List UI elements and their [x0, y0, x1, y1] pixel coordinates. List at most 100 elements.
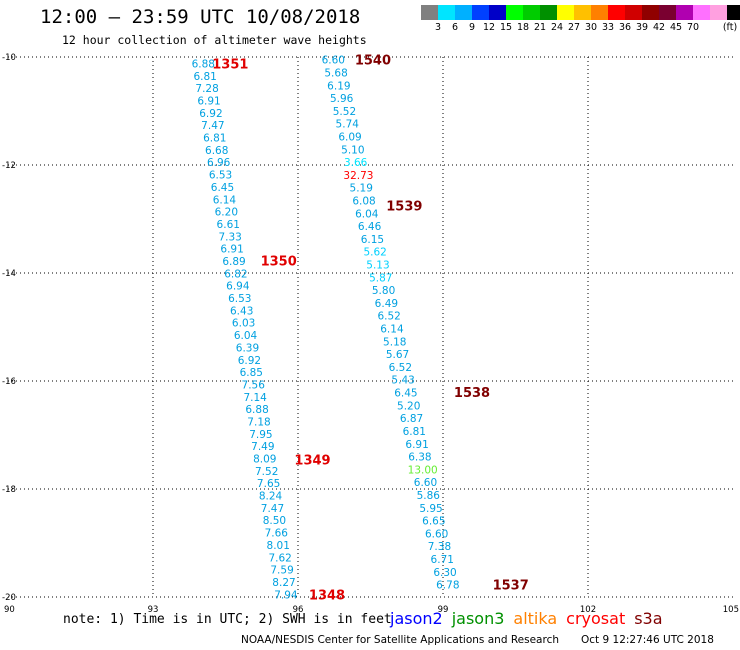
credit-line: NOAA/NESDIS Center for Satellite Applica…: [241, 634, 714, 646]
credit-agency: NOAA/NESDIS Center for Satellite Applica…: [241, 634, 559, 646]
color-swatch: [710, 5, 727, 20]
wave-height-value: 6.03: [232, 318, 255, 330]
wave-height-value: 7.14: [243, 392, 267, 404]
wave-height-value: 6.09: [338, 132, 361, 144]
wave-height-value: 7.18: [247, 416, 270, 428]
wave-height-value: 5.87: [369, 272, 392, 284]
color-scale-label: 27: [567, 22, 581, 33]
color-scale-labels: 3 6 9 12 15 18 21 24 27 30 33 36 39 42 45 70 (ft): [421, 20, 740, 34]
wave-height-value: 6.04: [355, 208, 379, 220]
color-swatch: [421, 5, 438, 20]
wave-height-value: 6.87: [400, 413, 423, 425]
wave-height-value: 8.27: [272, 577, 295, 589]
wave-height-value: 6.08: [352, 196, 375, 208]
wave-height-value: 7.47: [261, 503, 284, 515]
wave-height-value: 6.81: [403, 426, 426, 438]
x-tick-label: 96: [293, 605, 304, 615]
color-swatch: [625, 5, 642, 20]
wave-height-value: 5.19: [350, 183, 373, 195]
wave-height-value: 5.62: [363, 247, 386, 259]
wave-height-value: 6.52: [377, 311, 400, 323]
wave-height-value: 6.94: [226, 281, 250, 293]
wave-height-value: 6.81: [193, 71, 216, 83]
wave-height-value: 6.45: [394, 388, 417, 400]
wave-height-value: 5.10: [341, 144, 364, 156]
color-swatch: [489, 5, 506, 20]
satellite-jason3: jason3: [451, 609, 505, 628]
y-tick-label: -14: [2, 269, 16, 279]
wave-height-value: 6.46: [358, 221, 382, 233]
color-scale-label: 24: [550, 22, 564, 33]
wave-height-value: 7.94: [274, 589, 298, 601]
color-scale-label: 6: [451, 22, 459, 33]
chart-subtitle: 12 hour collection of altimeter wave hei…: [62, 33, 367, 47]
wave-height-value: 6.43: [230, 305, 253, 317]
color-swatch: [676, 5, 693, 20]
wave-height-value: 5.20: [397, 400, 420, 412]
wave-height-value: 6.68: [205, 145, 228, 157]
color-swatch: [540, 5, 557, 20]
wave-height-value: 8.09: [253, 454, 276, 466]
wave-height-value: 6.88: [192, 58, 215, 70]
wave-height-value: 6.92: [199, 108, 222, 120]
color-scale-label: 39: [635, 22, 649, 33]
wave-height-value: 6.60: [425, 528, 448, 540]
x-tick-label: 93: [148, 605, 159, 615]
wave-height-value: 7.95: [249, 429, 272, 441]
orbit-number-label: 1539: [386, 200, 422, 215]
wave-height-value: 7.59: [270, 565, 293, 577]
wave-height-value: 32.73: [343, 170, 373, 182]
wave-height-value: 6.38: [408, 452, 431, 464]
y-tick-label: -10: [2, 53, 16, 63]
color-scale-legend: 3 6 9 12 15 18 21 24 27 30 33 36 39 42 45 70 (ft): [421, 5, 740, 34]
color-scale-label: 9: [468, 22, 476, 33]
wave-height-value: 6.91: [197, 96, 220, 108]
color-swatch: [591, 5, 608, 20]
color-scale-label: 21: [533, 22, 547, 33]
wave-height-value: 6.53: [228, 293, 251, 305]
color-scale-label: 15: [499, 22, 513, 33]
wave-height-value: 5.52: [333, 106, 356, 118]
wave-height-value: 6.60: [414, 477, 437, 489]
color-scale-label: 33: [601, 22, 615, 33]
wave-height-value: 5.86: [417, 490, 441, 502]
color-swatch: [506, 5, 523, 20]
wave-height-value: 6.96: [207, 157, 231, 169]
orbit-number-label: 1349: [294, 453, 330, 468]
color-scale-unit: (ft): [722, 22, 738, 33]
wave-height-value: 5.13: [366, 260, 389, 272]
wave-height-value: 5.68: [324, 68, 347, 80]
credit-timestamp: Oct 9 12:27:46 UTC 2018: [581, 634, 714, 646]
wave-height-value: 6.65: [422, 516, 445, 528]
wave-height-value: 7.38: [428, 541, 451, 553]
color-scale-label: 18: [516, 22, 530, 33]
wave-height-value: 5.43: [391, 375, 414, 387]
chart-title: 12:00 – 23:59 UTC 10/08/2018: [40, 6, 361, 28]
wave-height-value: 6.85: [240, 367, 263, 379]
wave-height-value: 6.71: [431, 554, 454, 566]
wave-height-value: 6.53: [209, 170, 232, 182]
x-tick-label: 102: [580, 605, 596, 615]
wave-height-value: 6.15: [361, 234, 384, 246]
color-swatch: [574, 5, 591, 20]
wave-height-value: 7.47: [201, 120, 224, 132]
wave-height-value: 8.24: [259, 491, 283, 503]
y-tick-label: -12: [2, 161, 16, 171]
wave-height-value: 6.14: [380, 324, 404, 336]
orbit-number-label: 1350: [261, 255, 297, 270]
wave-height-value: 6.60: [322, 55, 345, 67]
wave-height-value: 6.89: [222, 256, 245, 268]
wave-height-value: 6.92: [238, 355, 261, 367]
wave-height-value: 7.28: [195, 83, 218, 95]
wave-height-value: 6.52: [389, 362, 412, 374]
wave-height-value: 6.91: [220, 244, 243, 256]
color-scale-label: 42: [652, 22, 666, 33]
wave-height-value: 8.50: [263, 515, 286, 527]
color-scale-label: 45: [669, 22, 683, 33]
wave-height-value: 6.30: [433, 567, 456, 579]
color-swatch: [438, 5, 455, 20]
wave-height-value: 7.65: [257, 478, 280, 490]
wave-height-value: 7.66: [265, 528, 289, 540]
wave-height-value: 6.81: [203, 133, 226, 145]
